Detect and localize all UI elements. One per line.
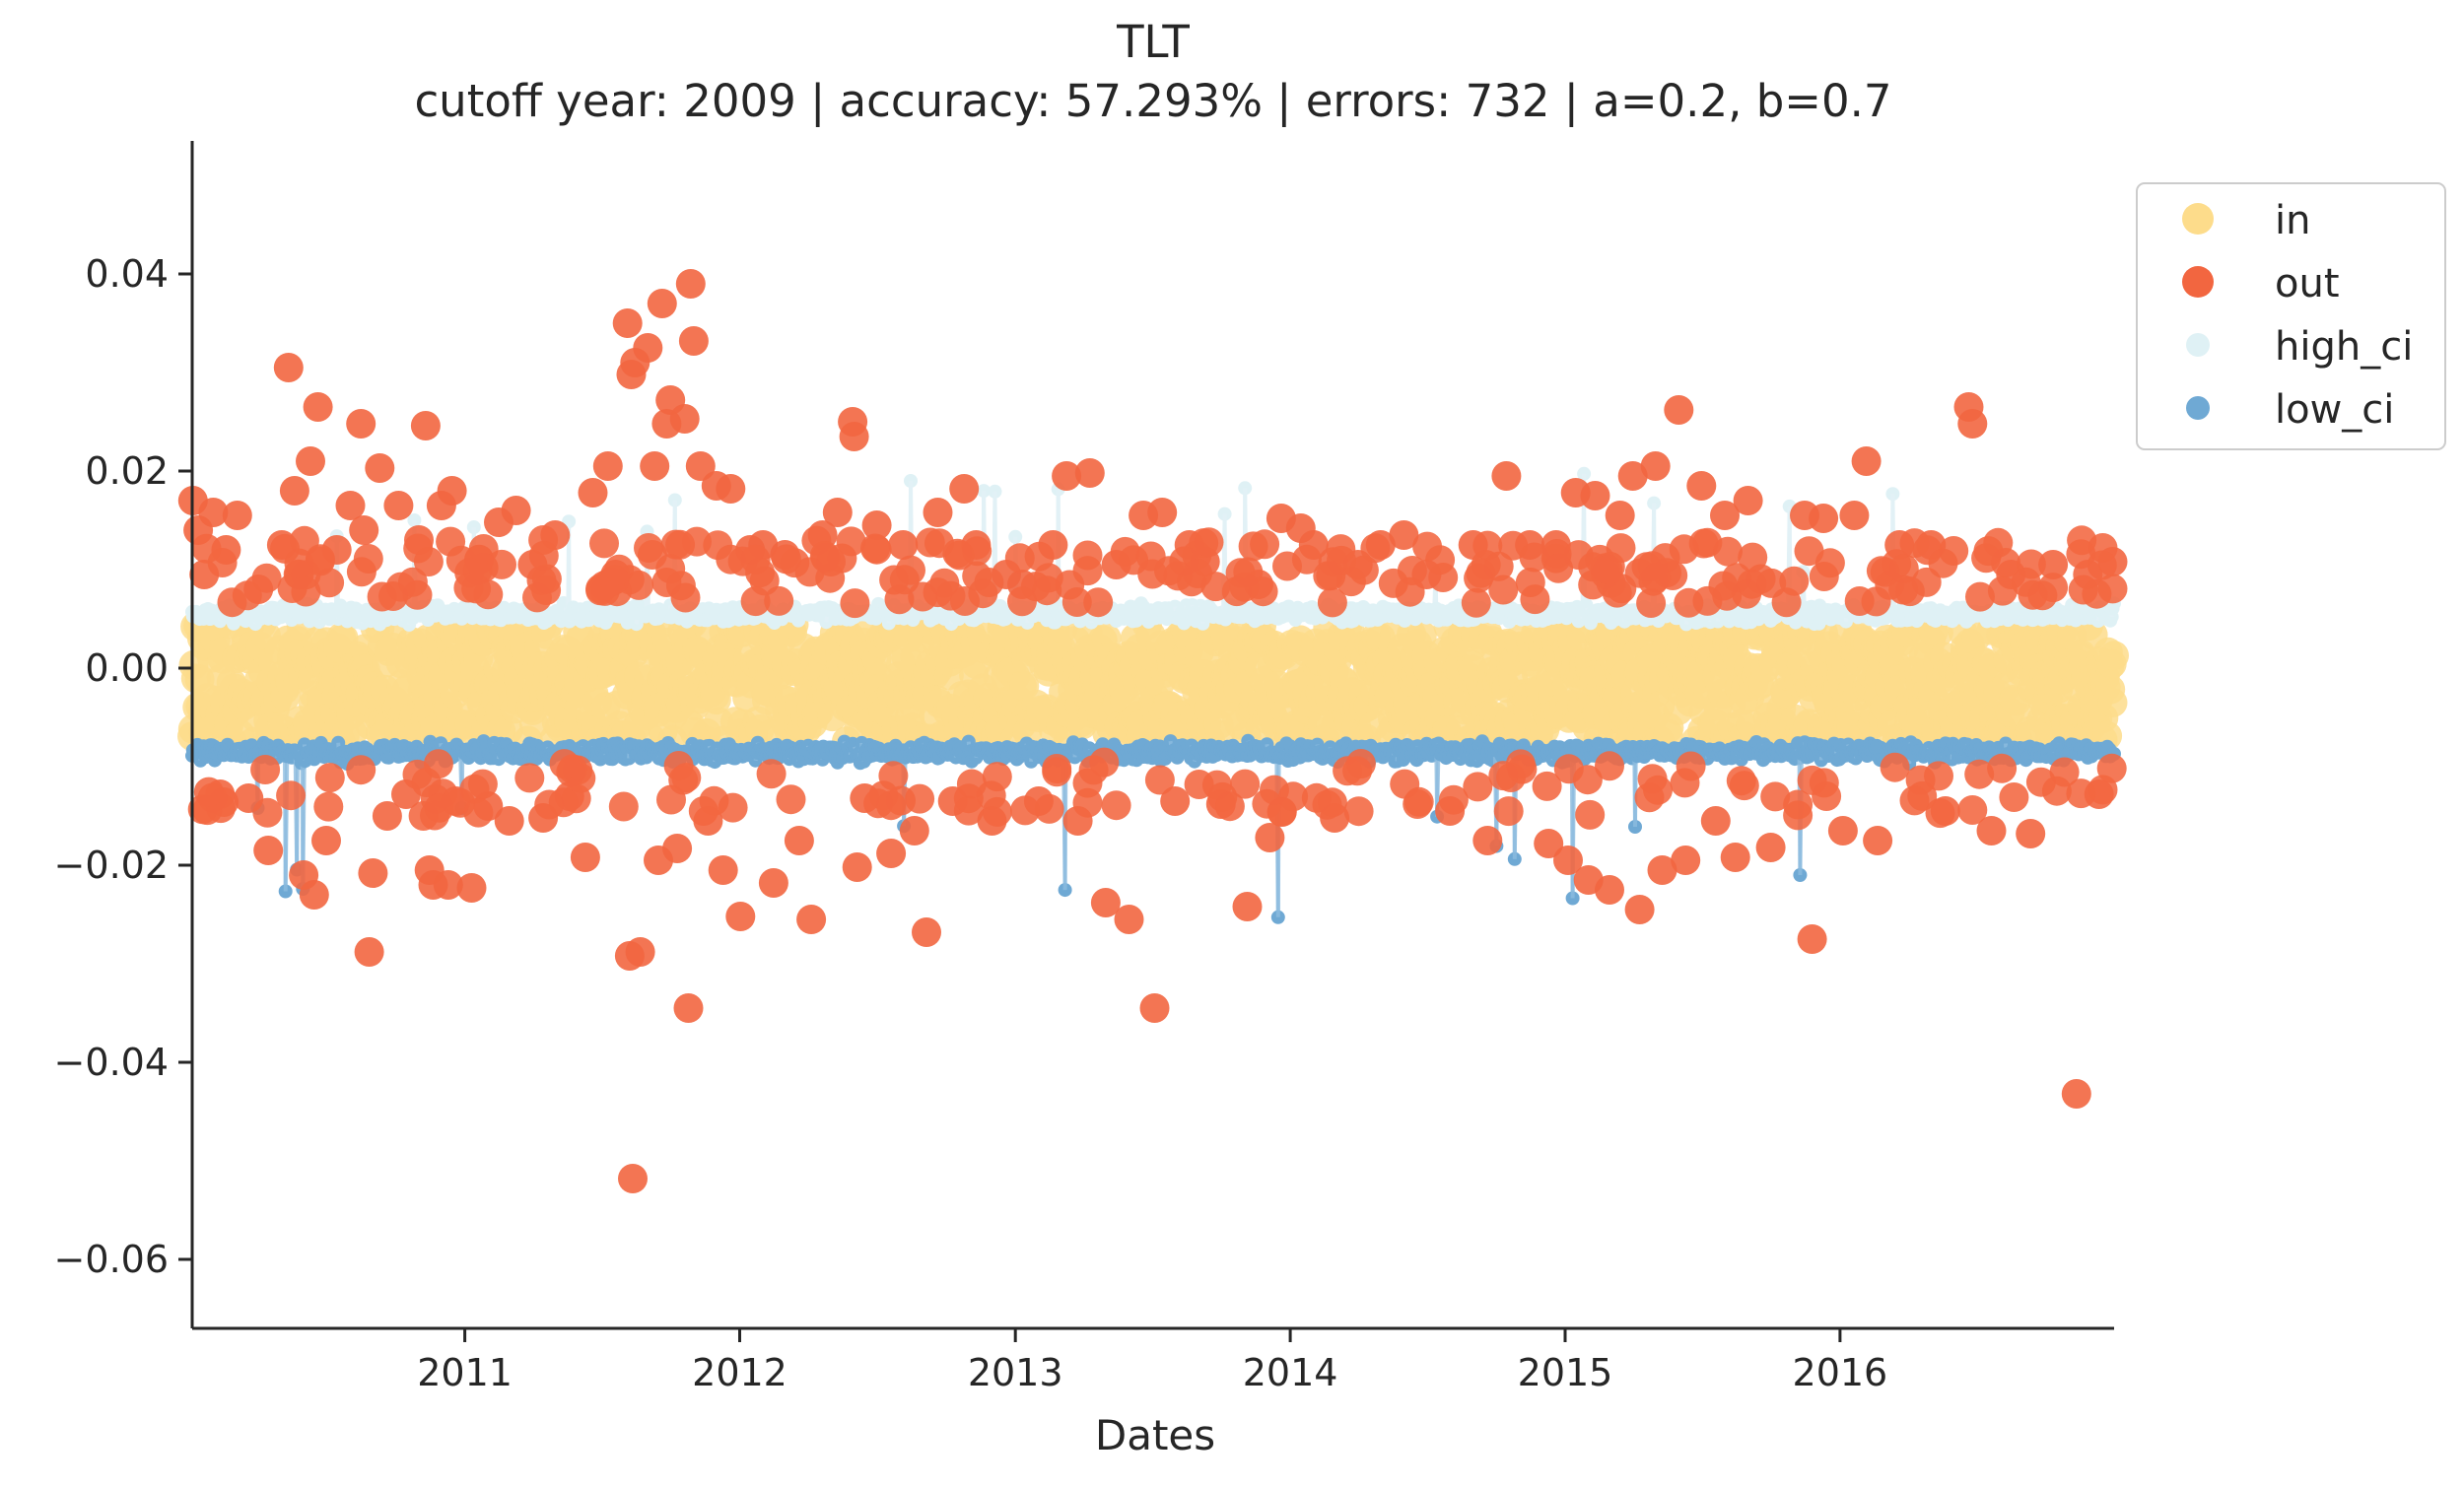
in-series (177, 609, 2129, 757)
marks-layer (177, 269, 2129, 1193)
in-point (2099, 641, 2129, 670)
in-point (2098, 688, 2128, 717)
